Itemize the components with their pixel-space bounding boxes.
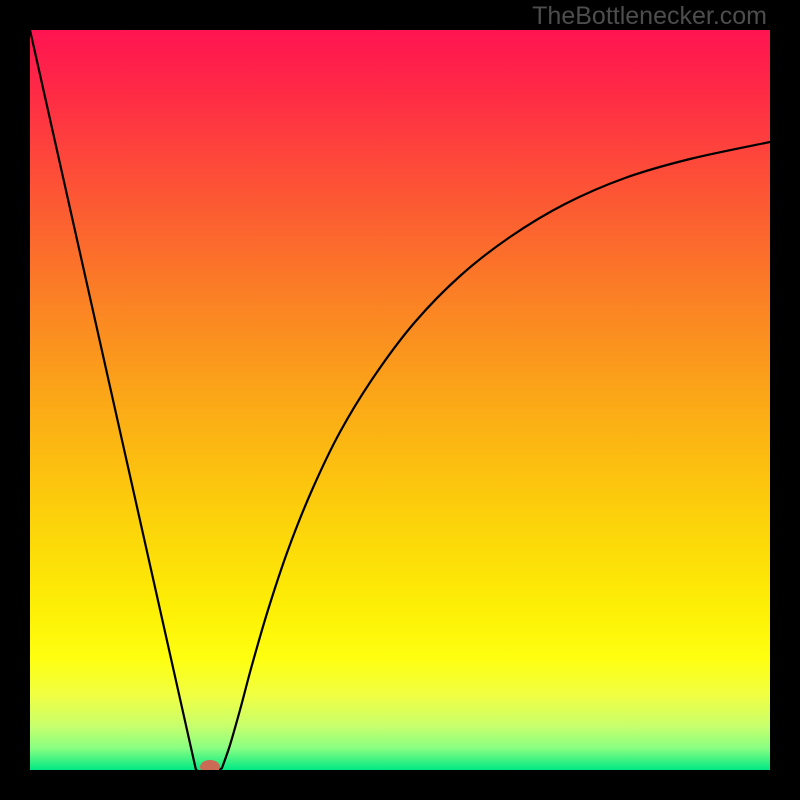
plot-frame-bottom	[0, 770, 800, 800]
curve-layer	[0, 0, 800, 800]
bottleneck-curve	[30, 30, 770, 774]
plot-frame-right	[770, 0, 800, 800]
plot-frame-left	[0, 0, 30, 800]
watermark-text: TheBottlenecker.com	[532, 2, 767, 31]
chart-container: TheBottlenecker.com	[0, 0, 800, 800]
